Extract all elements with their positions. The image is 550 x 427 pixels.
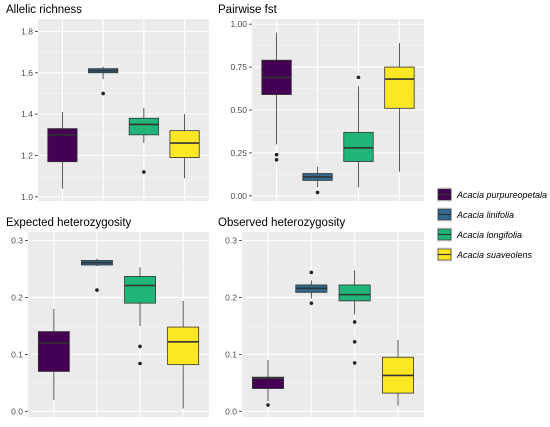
box-3	[343, 75, 374, 188]
outlier-point	[138, 344, 142, 349]
panel-title: Expected heterozygosity	[6, 217, 132, 229]
y-tick-label: 0.1	[11, 349, 23, 359]
outlier-point	[138, 361, 142, 366]
outlier-point	[309, 301, 314, 305]
box-body	[128, 117, 159, 136]
box-body	[251, 376, 284, 389]
box-1	[47, 112, 78, 189]
box-2	[302, 166, 333, 195]
box-2	[81, 258, 113, 292]
legend-item-4: Acacia suaveolens	[437, 247, 533, 262]
box-1	[251, 360, 284, 407]
panel-title: Pairwise fst	[218, 4, 278, 16]
box-body	[124, 275, 156, 304]
legend-label: Acacia purpureopetala	[456, 190, 547, 200]
y-tick-label: 1.8	[21, 26, 33, 36]
outlier-point	[352, 361, 357, 365]
y-tick-label: 0.50	[230, 105, 247, 115]
y-tick-label: 1.4	[21, 109, 33, 119]
outlier-point	[142, 170, 146, 174]
box-3	[124, 267, 156, 366]
panel-4: Observed heterozygosity 0.0 0.1 0.2 0.3	[218, 217, 424, 417]
legend-label: Acacia linifolia	[456, 210, 514, 220]
legend-item-1: Acacia purpureopetala	[437, 187, 547, 202]
legend-item-2: Acacia linifolia	[437, 207, 514, 222]
legend: Acacia purpureopetala Acacia linifolia Aca…	[437, 187, 547, 262]
box-3	[128, 107, 159, 174]
panel-title: Allelic richness	[6, 4, 82, 16]
box-body	[47, 128, 78, 163]
y-tick-label: 0.1	[225, 349, 237, 359]
box-body	[167, 326, 200, 366]
panel-1: Allelic richness 1.0 1.2 1.4 1.6 1.8	[6, 4, 209, 202]
legend-label: Acacia suaveolens	[456, 250, 533, 260]
outlier-point	[95, 288, 99, 292]
outlier-point	[352, 320, 357, 324]
y-tick-label: 0.0	[225, 406, 237, 416]
outlier-point	[352, 340, 357, 344]
y-tick-label: 0.3	[11, 236, 23, 246]
outlier-point	[356, 75, 361, 80]
box-3	[338, 270, 371, 365]
box-body	[338, 284, 371, 302]
outlier-point	[274, 152, 279, 157]
box-4	[381, 340, 414, 406]
box-4	[384, 43, 415, 172]
box-body	[37, 331, 70, 372]
y-tick-label: 0.2	[225, 292, 237, 302]
y-tick-label: 0.0	[11, 406, 23, 416]
box-4	[169, 114, 200, 179]
legend-item-3: Acacia longifolia	[437, 227, 522, 242]
y-tick-label: 0.25	[230, 148, 247, 158]
legend-label: Acacia longifolia	[456, 230, 522, 240]
box-body	[169, 130, 200, 158]
y-tick-label: 0.75	[230, 62, 247, 72]
box-1	[37, 308, 70, 400]
panel-background	[38, 19, 209, 201]
outlier-point	[274, 157, 279, 162]
box-body	[343, 131, 374, 162]
y-tick-label: 1.00	[230, 19, 247, 29]
y-tick-label: 1.2	[21, 151, 33, 161]
box-2	[88, 66, 119, 96]
y-tick-label: 1.0	[21, 192, 33, 202]
box-1	[261, 32, 292, 162]
y-tick-label: 0.3	[225, 236, 237, 246]
outlier-point	[266, 403, 270, 407]
panel-3: Expected heterozygosity 0.0 0.1 0.2 0.3	[6, 217, 209, 417]
outlier-point	[309, 270, 314, 275]
box-2	[295, 270, 328, 305]
y-tick-label: 0.2	[11, 292, 23, 302]
box-4	[167, 300, 200, 409]
box-body	[384, 66, 415, 109]
outlier-point	[101, 91, 105, 96]
y-tick-label: 1.6	[21, 68, 33, 78]
y-tick-label: 0.00	[230, 191, 247, 201]
outlier-point	[315, 190, 320, 195]
panel-2: Pairwise fst 0.00 0.25 0.50 0.75 1.00	[218, 4, 424, 201]
panel-background	[28, 232, 209, 417]
panel-title: Observed heterozygosity	[218, 217, 345, 229]
